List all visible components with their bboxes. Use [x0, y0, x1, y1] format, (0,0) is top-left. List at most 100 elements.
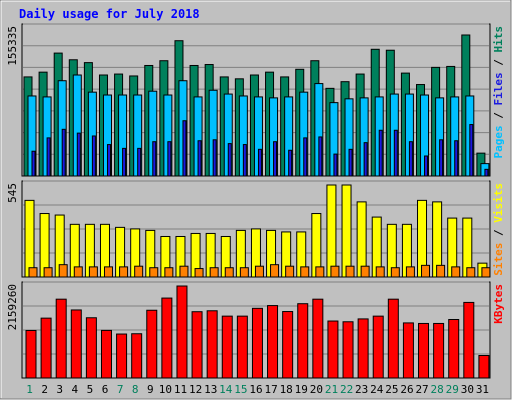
- pages-bar: [348, 148, 353, 177]
- pages-bar: [106, 144, 111, 177]
- legend-pages: Pages: [492, 125, 505, 158]
- legend-text-visits-sites: Sites / Visits: [492, 183, 505, 276]
- x-tick-label: 6: [102, 383, 109, 396]
- sites-bar: [375, 266, 385, 278]
- pages-bar: [454, 140, 459, 177]
- x-tick-label: 11: [174, 383, 187, 396]
- visits-ymax-label: 545: [6, 183, 19, 203]
- kbytes-bar: [282, 311, 294, 379]
- pages-bar: [91, 135, 96, 177]
- pages-bar: [303, 137, 308, 177]
- visits-bar: [326, 184, 337, 278]
- pages-bar: [408, 141, 413, 177]
- pages-bar: [363, 142, 368, 177]
- pages-bar: [484, 168, 489, 177]
- x-tick-label: 9: [147, 383, 154, 396]
- x-tick-label: 15: [234, 383, 247, 396]
- x-tick-label: 26: [400, 383, 413, 396]
- x-tick-label: 4: [72, 383, 79, 396]
- kbytes-bar: [146, 309, 158, 379]
- legend-hits-files-pages: Pages / Files / Hits: [492, 26, 505, 159]
- x-tick-label: 16: [249, 383, 262, 396]
- sites-bar: [119, 266, 129, 278]
- sites-bar: [179, 265, 189, 278]
- x-tick-label: 31: [476, 383, 489, 396]
- kbytes-bar: [176, 285, 188, 379]
- sites-bar: [134, 265, 144, 278]
- kbytes-bar: [418, 322, 430, 379]
- x-tick-label: 12: [189, 383, 202, 396]
- chart-title: Daily usage for July 2018: [19, 7, 200, 21]
- x-tick-label: 25: [385, 383, 398, 396]
- sites-bar: [330, 265, 340, 278]
- kbytes-bar: [191, 311, 203, 379]
- kbytes-bar: [40, 317, 52, 379]
- x-tick-label: 13: [204, 383, 217, 396]
- sites-bar: [270, 264, 280, 278]
- x-tick-label: 3: [56, 383, 63, 396]
- kbytes-bar: [161, 297, 173, 379]
- pages-bar: [46, 137, 51, 177]
- legend-text-hits-files-pages: Pages / Files / Hits: [492, 26, 505, 159]
- legend-kbytes: KBytes: [492, 284, 505, 324]
- sites-bar: [315, 266, 325, 278]
- x-tick-label: 2: [41, 383, 48, 396]
- kbytes-bar: [221, 315, 233, 379]
- kbytes-bar: [85, 317, 97, 379]
- sites-bar: [405, 266, 415, 278]
- hits-ymax-label: 155335: [6, 26, 19, 66]
- x-tick-label: 23: [355, 383, 368, 396]
- kbytes-ymax-label: 2159260: [6, 284, 19, 330]
- sites-bar: [345, 265, 355, 278]
- kbytes-bar: [342, 321, 354, 379]
- kbytes-bar: [251, 307, 263, 379]
- sites-bar: [209, 267, 219, 278]
- kbytes-bar: [372, 315, 384, 379]
- sites-bar: [103, 266, 113, 278]
- legend-text-kbytes: KBytes: [492, 284, 505, 324]
- x-tick-label: 24: [370, 383, 384, 396]
- pages-bar: [76, 132, 81, 177]
- kbytes-bar: [478, 355, 490, 379]
- x-tick-label: 30: [461, 383, 474, 396]
- kbytes-bar: [433, 322, 445, 379]
- pages-bar: [424, 155, 429, 177]
- pages-bar: [182, 120, 187, 177]
- pages-bar: [393, 129, 398, 177]
- kbytes-bar: [206, 310, 218, 379]
- legend-sep-3: /: [492, 223, 505, 243]
- kbytes-bar: [25, 329, 37, 379]
- kbytes-bar: [267, 305, 279, 379]
- sites-bar: [194, 268, 204, 278]
- sites-bar: [390, 267, 400, 278]
- kbytes-bar: [297, 303, 309, 379]
- sites-bar: [28, 267, 38, 278]
- pages-bar: [439, 139, 444, 177]
- x-tick-label: 18: [280, 383, 293, 396]
- x-tick-label: 1: [26, 383, 33, 396]
- visits-bar: [24, 199, 35, 278]
- legend-hits: Hits: [492, 26, 505, 53]
- sites-bar: [481, 267, 491, 278]
- kbytes-bar: [327, 320, 339, 379]
- kbytes-bar: [312, 298, 324, 379]
- x-tick-label: 7: [117, 383, 124, 396]
- pages-bar: [469, 124, 474, 177]
- sites-bar: [436, 264, 446, 278]
- pages-bar: [333, 153, 338, 177]
- sites-bar: [451, 266, 461, 278]
- x-tick-label: 17: [264, 383, 277, 396]
- sites-bar: [73, 266, 83, 278]
- kbytes-bar: [463, 301, 475, 379]
- kbytes-bar: [116, 333, 128, 379]
- kbytes-bar: [100, 329, 112, 379]
- kbytes-bar: [131, 333, 143, 379]
- legend-sep-2: /: [492, 53, 505, 73]
- x-tick-label: 28: [431, 383, 444, 396]
- legend-kbytes-label: KBytes: [492, 284, 505, 324]
- sites-bar: [300, 266, 310, 278]
- legend-sites: Sites: [492, 243, 505, 276]
- sites-bar: [360, 265, 370, 278]
